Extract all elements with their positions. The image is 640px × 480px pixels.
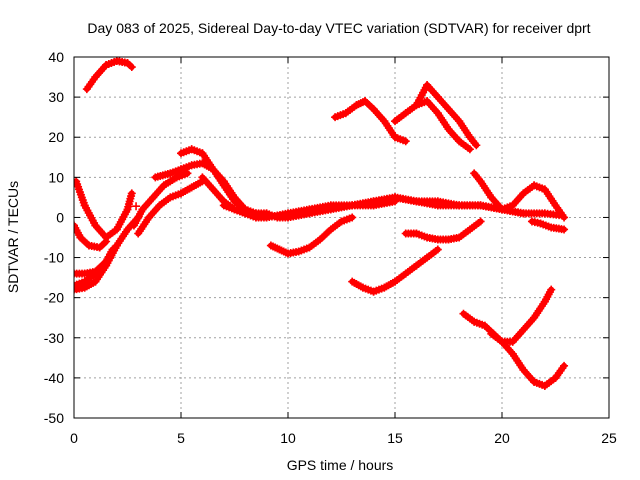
data-point xyxy=(476,217,485,226)
y-tick-label: 30 xyxy=(48,89,64,105)
series-track-16 xyxy=(331,97,410,146)
y-tick-label: 20 xyxy=(48,129,64,145)
data-point xyxy=(183,169,192,178)
data-point xyxy=(401,137,410,146)
data-point xyxy=(560,361,569,370)
series-track-7 xyxy=(134,177,207,238)
data-point xyxy=(348,213,357,222)
data-point xyxy=(465,145,474,154)
series-track-22 xyxy=(527,217,569,234)
y-tick-label: 40 xyxy=(48,49,64,65)
series-track-6 xyxy=(74,245,117,290)
series-track-17 xyxy=(391,97,474,154)
series-track-21 xyxy=(470,169,569,222)
plot-area xyxy=(74,57,569,390)
y-axis-label: SDTVAR / TECUs xyxy=(5,181,21,293)
plot-frame xyxy=(73,56,610,419)
y-tick-label: -30 xyxy=(44,330,64,346)
x-tick-label: 25 xyxy=(601,430,617,446)
y-tick-label: 10 xyxy=(48,169,64,185)
y-tick-label: 0 xyxy=(56,209,64,225)
series-track-19 xyxy=(348,245,442,296)
series-track-14 xyxy=(348,193,566,220)
data-point xyxy=(433,245,442,254)
x-axis-label: GPS time / hours xyxy=(287,457,394,473)
series-track-20 xyxy=(401,217,485,244)
x-tick-label: 20 xyxy=(494,430,510,446)
isolated-data-point xyxy=(132,202,141,211)
series-track-1 xyxy=(82,57,136,94)
x-tick-label: 15 xyxy=(387,430,403,446)
chart-title: Day 083 of 2025, Sidereal Day-to-day VTE… xyxy=(87,20,590,36)
axes: 0 5 10 15 20 25 -50 -40 -30 -20 -10 0 10 20 30 40 xyxy=(44,49,617,446)
series-track-18 xyxy=(412,81,481,150)
x-tick-label: 0 xyxy=(70,430,78,446)
series-track-15 xyxy=(266,213,357,258)
series-track-23 xyxy=(459,309,569,390)
series-line xyxy=(74,178,135,241)
y-tick-label: -50 xyxy=(44,410,64,426)
series-track-3 xyxy=(74,221,111,252)
y-tick-label: -20 xyxy=(44,290,64,306)
data-point xyxy=(108,245,117,254)
grid-lines xyxy=(74,57,609,418)
x-tick-label: 10 xyxy=(280,430,296,446)
x-tick-label: 5 xyxy=(177,430,185,446)
data-point xyxy=(472,141,481,150)
data-point xyxy=(74,221,78,230)
series-track-8 xyxy=(129,169,192,230)
series-track-24 xyxy=(487,285,556,346)
data-point xyxy=(127,63,136,72)
data-point xyxy=(560,213,569,222)
data-point xyxy=(547,285,556,294)
data-point xyxy=(560,225,569,234)
y-tick-label: -40 xyxy=(44,370,64,386)
data-point xyxy=(127,189,136,198)
series-track-2 xyxy=(74,177,136,242)
data-point xyxy=(102,237,111,246)
y-tick-label: -10 xyxy=(44,250,64,266)
series-track-10 xyxy=(177,145,260,218)
